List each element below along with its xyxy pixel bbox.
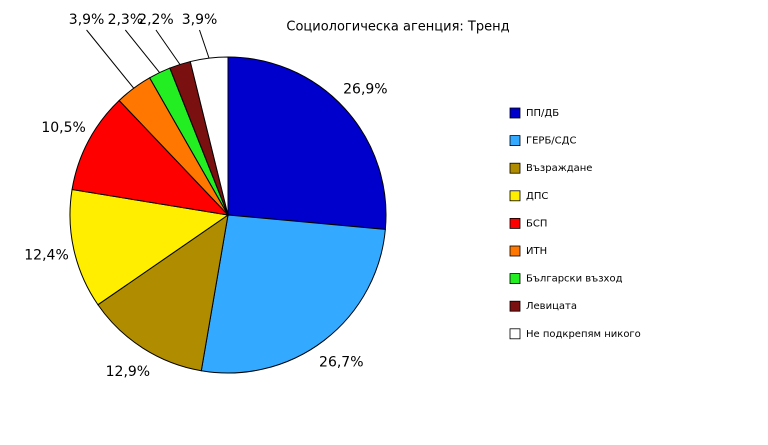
pie-slice xyxy=(227,56,387,230)
legend-swatch xyxy=(509,107,521,119)
leader-line xyxy=(155,29,181,65)
legend-label: Левицата xyxy=(526,301,577,312)
legend-label: ПП/ДБ xyxy=(526,108,559,119)
leader-line xyxy=(86,29,135,89)
legend-label: ИТН xyxy=(526,246,547,257)
data-label: 3,9% xyxy=(182,12,218,28)
legend-swatch xyxy=(509,273,521,285)
leader-line xyxy=(124,29,160,73)
pie-slice xyxy=(97,213,229,372)
legend-label: Български възход xyxy=(526,274,623,285)
pie-slice xyxy=(71,99,230,216)
data-label: 3,9% xyxy=(69,12,105,28)
pie-slice xyxy=(189,56,229,216)
legend-label: ГЕРБ/СДС xyxy=(526,136,576,147)
pie-slice xyxy=(200,214,386,374)
data-label: 26,7% xyxy=(319,355,363,371)
data-label: 12,9% xyxy=(106,364,150,380)
pie-slice xyxy=(69,188,230,306)
legend-label: ДПС xyxy=(526,191,548,202)
chart-title: Социологическа агенция: Тренд xyxy=(286,20,509,35)
data-label: 2,3% xyxy=(108,12,144,28)
legend-label: Не подкрепям никого xyxy=(526,329,641,340)
data-label: 10,5% xyxy=(41,120,85,136)
legend-label: Възраждане xyxy=(526,163,592,174)
leader-line xyxy=(199,29,210,59)
legend-swatch xyxy=(509,217,521,229)
data-label: 2,2% xyxy=(138,12,174,28)
legend-swatch xyxy=(509,245,521,257)
legend-swatch xyxy=(509,328,521,340)
data-label: 26,9% xyxy=(343,82,387,98)
data-label: 12,4% xyxy=(24,248,68,264)
legend-swatch xyxy=(509,190,521,202)
legend-swatch xyxy=(509,300,521,312)
legend-swatch xyxy=(509,135,521,147)
legend-label: БСП xyxy=(526,218,547,229)
legend-swatch xyxy=(509,162,521,174)
